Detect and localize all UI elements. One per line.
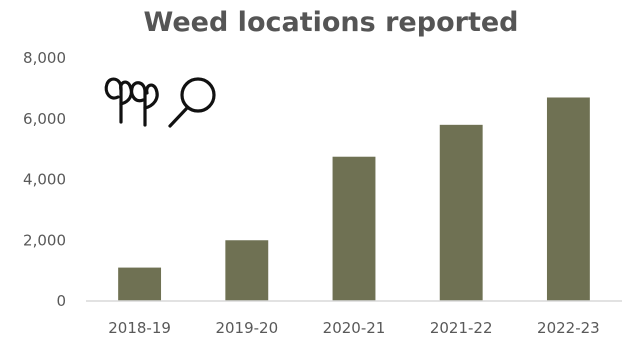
x-axis-ticks: 2018-19 2019-20 2020-21 2021-22 2022-23: [108, 319, 599, 337]
weed-and-magnifier-icon: [104, 77, 216, 128]
y-tick-label: 0: [56, 292, 66, 310]
x-tick-label: 2021-22: [430, 319, 493, 337]
x-tick-label: 2022-23: [537, 319, 600, 337]
bar-2019-20: [225, 240, 269, 301]
x-tick-label: 2018-19: [108, 319, 171, 337]
chart-title: Weed locations reported: [144, 7, 519, 38]
x-tick-label: 2019-20: [215, 319, 278, 337]
y-tick-label: 6,000: [23, 110, 66, 128]
bar-2018-19: [118, 267, 162, 301]
bar-2022-23: [546, 97, 590, 301]
bars: [118, 97, 590, 301]
bar-2021-22: [439, 124, 483, 301]
y-tick-label: 4,000: [23, 171, 66, 189]
y-axis-ticks: 0 2,000 4,000 6,000 8,000: [23, 49, 66, 310]
x-tick-label: 2020-21: [323, 319, 386, 337]
y-tick-label: 2,000: [23, 231, 66, 249]
y-tick-label: 8,000: [23, 49, 66, 67]
bar-2020-21: [332, 156, 376, 301]
